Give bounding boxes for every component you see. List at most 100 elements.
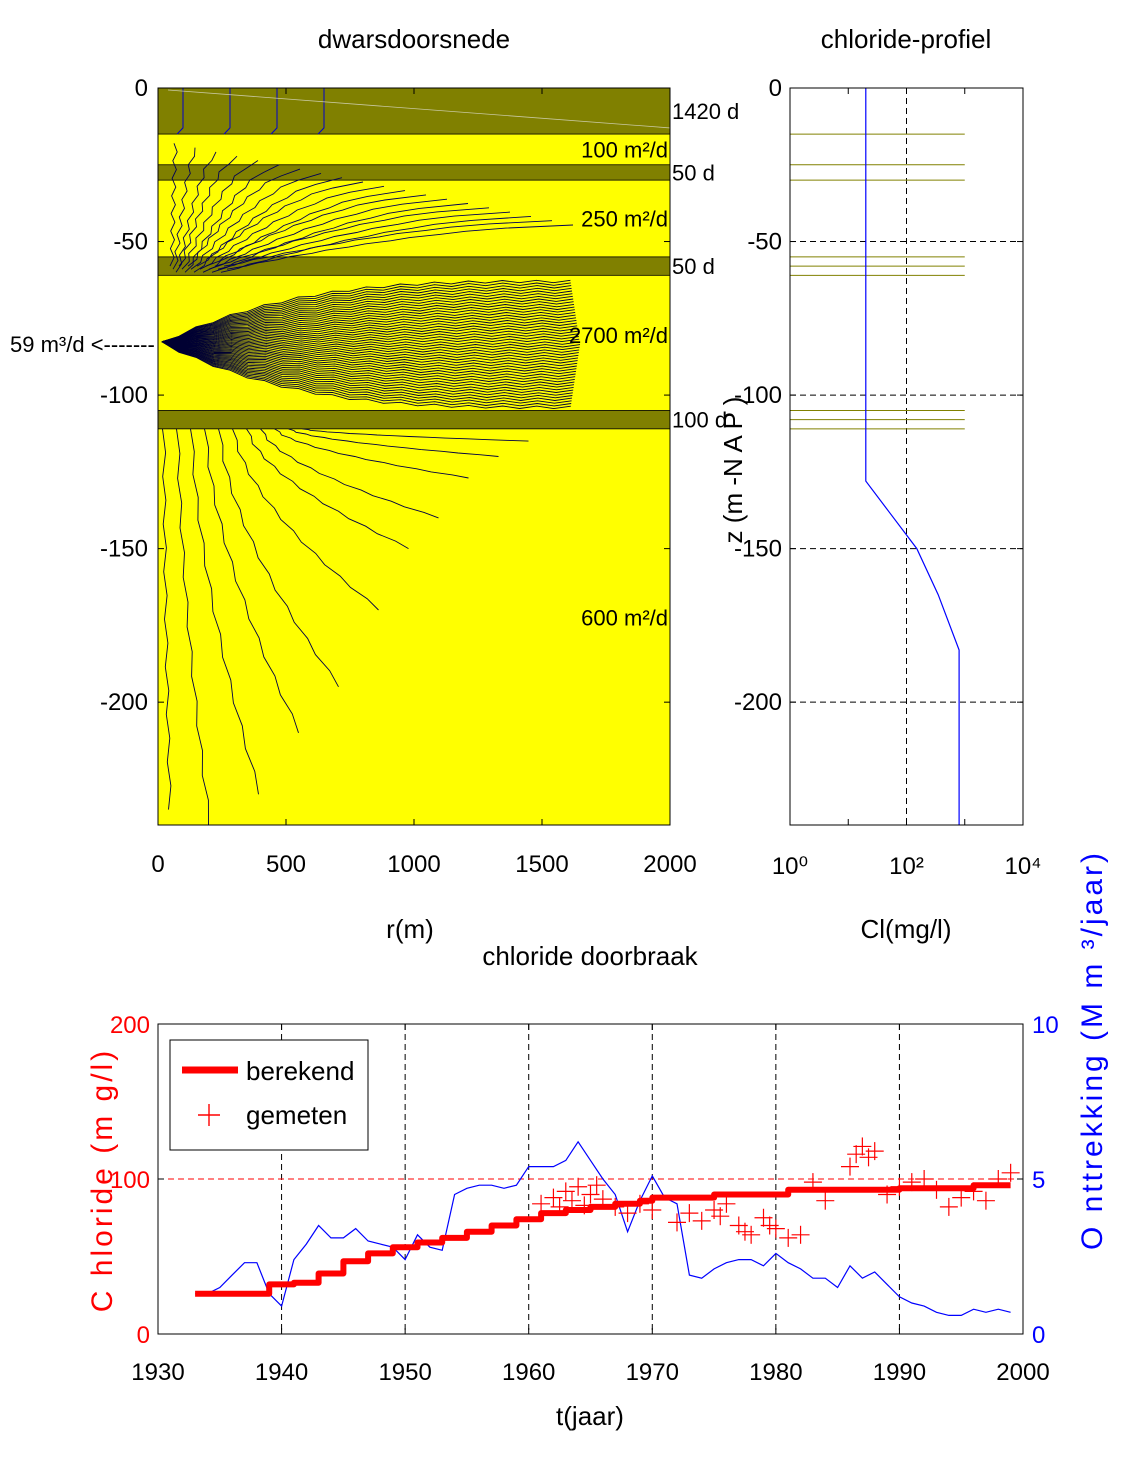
streamline bbox=[260, 428, 439, 519]
streamline bbox=[161, 298, 574, 343]
measured-point bbox=[927, 1180, 946, 1199]
profile-line bbox=[865, 88, 960, 825]
streamline bbox=[175, 151, 217, 273]
x-tick-label: 1990 bbox=[873, 1359, 926, 1386]
streamline bbox=[161, 303, 575, 343]
measured-point bbox=[575, 1196, 594, 1215]
streamline bbox=[161, 341, 578, 367]
streamline bbox=[161, 325, 578, 343]
y2-tick-label: 10 bbox=[1032, 1012, 1059, 1039]
streamline bbox=[161, 285, 572, 343]
profile-ticks: 10⁰ 10² 10⁴ 0 -50 -100 -150 -200 bbox=[734, 75, 1042, 880]
y-tick-label: 0 bbox=[135, 75, 148, 102]
layer-label: 2700 m²/d bbox=[569, 323, 668, 348]
measured-point bbox=[680, 1204, 699, 1223]
measured-point bbox=[976, 1191, 995, 1210]
y-tick-label: -100 bbox=[100, 382, 148, 409]
streamline bbox=[161, 341, 575, 388]
streamline bbox=[161, 338, 580, 345]
profile-title: chloride-profiel bbox=[821, 24, 992, 54]
y-tick-label: -200 bbox=[734, 689, 782, 716]
measured-point bbox=[630, 1194, 649, 1213]
streamline bbox=[274, 428, 469, 479]
y-tick-label: 100 bbox=[110, 1167, 150, 1194]
measured-point bbox=[717, 1194, 736, 1213]
streamline-faint bbox=[167, 89, 671, 129]
streamline bbox=[199, 185, 385, 270]
profile-series bbox=[865, 88, 960, 825]
streamline bbox=[161, 341, 576, 377]
cross-section-ticks: 0 500 1000 1500 2000 0 -50 -100 -150 -200 bbox=[100, 75, 697, 878]
measured-series bbox=[532, 1137, 1020, 1247]
y-tick-label: -100 bbox=[734, 382, 782, 409]
x-tick-label: 500 bbox=[266, 851, 306, 878]
aquitard-layer bbox=[157, 164, 671, 181]
y-tick-label: -150 bbox=[734, 536, 782, 563]
streamline bbox=[161, 301, 574, 343]
measured-point bbox=[803, 1173, 822, 1192]
measured-point bbox=[902, 1173, 921, 1192]
x-tick-label: 1970 bbox=[626, 1359, 679, 1386]
streamline bbox=[176, 428, 209, 826]
measured-point bbox=[618, 1204, 637, 1223]
measured-point bbox=[562, 1191, 581, 1210]
streamline bbox=[161, 293, 573, 343]
profile-grid bbox=[790, 88, 1023, 825]
legend-berekend-label: berekend bbox=[246, 1056, 354, 1086]
streamline bbox=[161, 341, 572, 407]
streamline bbox=[161, 330, 579, 344]
streamline bbox=[161, 341, 571, 410]
breakthrough-ticks: 1930 1940 1950 1960 1970 1980 1990 200001002000… bbox=[110, 1012, 1059, 1386]
layer-label: 50 d bbox=[672, 160, 715, 185]
profile-ylabel: z (m -N A P ) bbox=[718, 397, 748, 544]
streamline bbox=[161, 341, 573, 401]
streamline bbox=[161, 341, 580, 351]
streamline bbox=[161, 282, 571, 343]
breakthrough-xlabel: t(jaar) bbox=[556, 1401, 624, 1431]
extraction-series bbox=[195, 1140, 1011, 1317]
streamline bbox=[161, 341, 575, 385]
legend-gemeten-label: gemeten bbox=[246, 1100, 347, 1130]
streamline bbox=[223, 220, 553, 267]
streamline bbox=[187, 168, 301, 267]
layer-label: 600 m²/d bbox=[581, 605, 668, 630]
measured-point bbox=[865, 1142, 884, 1161]
measured-point bbox=[569, 1177, 588, 1196]
calculated-line bbox=[195, 1182, 1011, 1297]
breakthrough-title: chloride doorbraak bbox=[482, 941, 698, 971]
streamline bbox=[169, 143, 178, 267]
streamline bbox=[161, 341, 579, 359]
aquifer-fill bbox=[158, 88, 670, 825]
x-tick-label: 2000 bbox=[996, 1359, 1049, 1386]
streamline bbox=[161, 295, 573, 343]
measured-point bbox=[606, 1197, 625, 1216]
aquitard-layer bbox=[157, 410, 671, 430]
streamline bbox=[178, 155, 238, 267]
chloride-profile-panel: 10⁰ 10² 10⁴ 0 -50 -100 -150 -200 chloride-profi… bbox=[718, 24, 1042, 944]
streamline bbox=[161, 317, 577, 343]
measured-point bbox=[742, 1225, 761, 1244]
streamline bbox=[161, 333, 579, 344]
legend-box bbox=[169, 1039, 369, 1151]
measured-point bbox=[692, 1211, 711, 1230]
streamline bbox=[302, 428, 529, 442]
layer-label: 250 m²/d bbox=[581, 207, 668, 232]
streamline bbox=[176, 88, 184, 135]
streamline bbox=[161, 279, 571, 343]
streamline bbox=[181, 160, 259, 270]
streamline bbox=[317, 88, 325, 135]
measured-point bbox=[939, 1197, 958, 1216]
x-tick-label: 2000 bbox=[643, 851, 696, 878]
legend-gemeten-marker bbox=[198, 1104, 220, 1126]
y-tick-label: 200 bbox=[110, 1012, 150, 1039]
measured-point bbox=[532, 1194, 551, 1213]
streamline bbox=[208, 198, 448, 270]
streamline bbox=[232, 428, 379, 611]
streamline bbox=[211, 203, 469, 273]
measured-point bbox=[989, 1170, 1008, 1188]
streamline bbox=[161, 336, 579, 344]
measured-point bbox=[587, 1176, 606, 1195]
streamline bbox=[161, 341, 580, 345]
measured-point bbox=[915, 1170, 934, 1188]
